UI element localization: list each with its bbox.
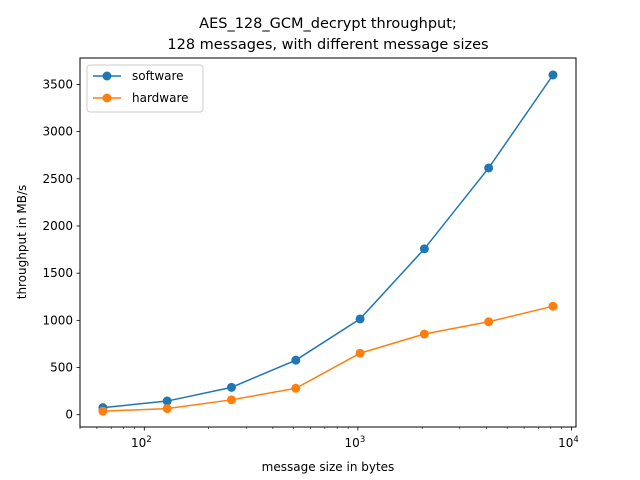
data-point-software-3	[291, 355, 301, 365]
data-point-software-1	[162, 396, 172, 406]
y-axis-ticks: 0 500 1000 1500 2000 2500 3000 3500	[42, 77, 80, 422]
data-point-software-7	[548, 70, 558, 80]
data-point-hardware-6	[484, 317, 494, 327]
data-point-software-6	[484, 163, 494, 173]
x-axis-label: message size in bytes	[262, 460, 395, 474]
series-layer	[98, 70, 558, 416]
data-point-hardware-2	[226, 395, 236, 405]
series-line-software	[102, 74, 554, 409]
y-tick-label: 0	[65, 408, 73, 422]
data-point-hardware-5	[419, 329, 429, 339]
plot-frame	[79, 57, 577, 428]
x-tick-label: 103	[345, 435, 366, 450]
series-line-hardware	[102, 305, 554, 412]
data-point-hardware-0	[98, 406, 108, 416]
plot-area	[80, 58, 576, 427]
x-tick-label: 104	[558, 435, 579, 450]
legend-hardware-label: hardware	[132, 91, 189, 105]
y-tick-label: 2500	[42, 172, 73, 186]
legend-software-label: software	[132, 69, 184, 83]
y-tick-label: 3500	[42, 77, 73, 91]
x-tick-label: 102	[131, 435, 152, 450]
y-tick-label: 3000	[42, 125, 73, 139]
data-point-hardware-4	[355, 348, 365, 358]
y-tick-label: 500	[50, 361, 73, 375]
y-tick-label: 1500	[42, 266, 73, 280]
legend-hardware-marker	[102, 93, 112, 103]
x-axis-ticks: 102 103 104	[79, 427, 579, 450]
data-point-hardware-3	[291, 383, 301, 393]
data-point-hardware-1	[162, 404, 172, 414]
chart-title-line-1: AES_128_GCM_decrypt throughput;	[199, 16, 457, 32]
data-point-hardware-7	[548, 301, 558, 311]
legend: software hardware	[86, 64, 204, 113]
y-tick-label: 1000	[42, 313, 73, 327]
data-point-software-2	[226, 382, 236, 392]
data-point-software-4	[355, 314, 365, 324]
legend-software-marker	[102, 71, 112, 81]
y-tick-label: 2000	[42, 219, 73, 233]
data-point-software-5	[419, 244, 429, 254]
y-axis-label: throughput in MB/s	[15, 185, 29, 300]
chart-title-line-2: 128 messages, with different message siz…	[167, 37, 488, 53]
